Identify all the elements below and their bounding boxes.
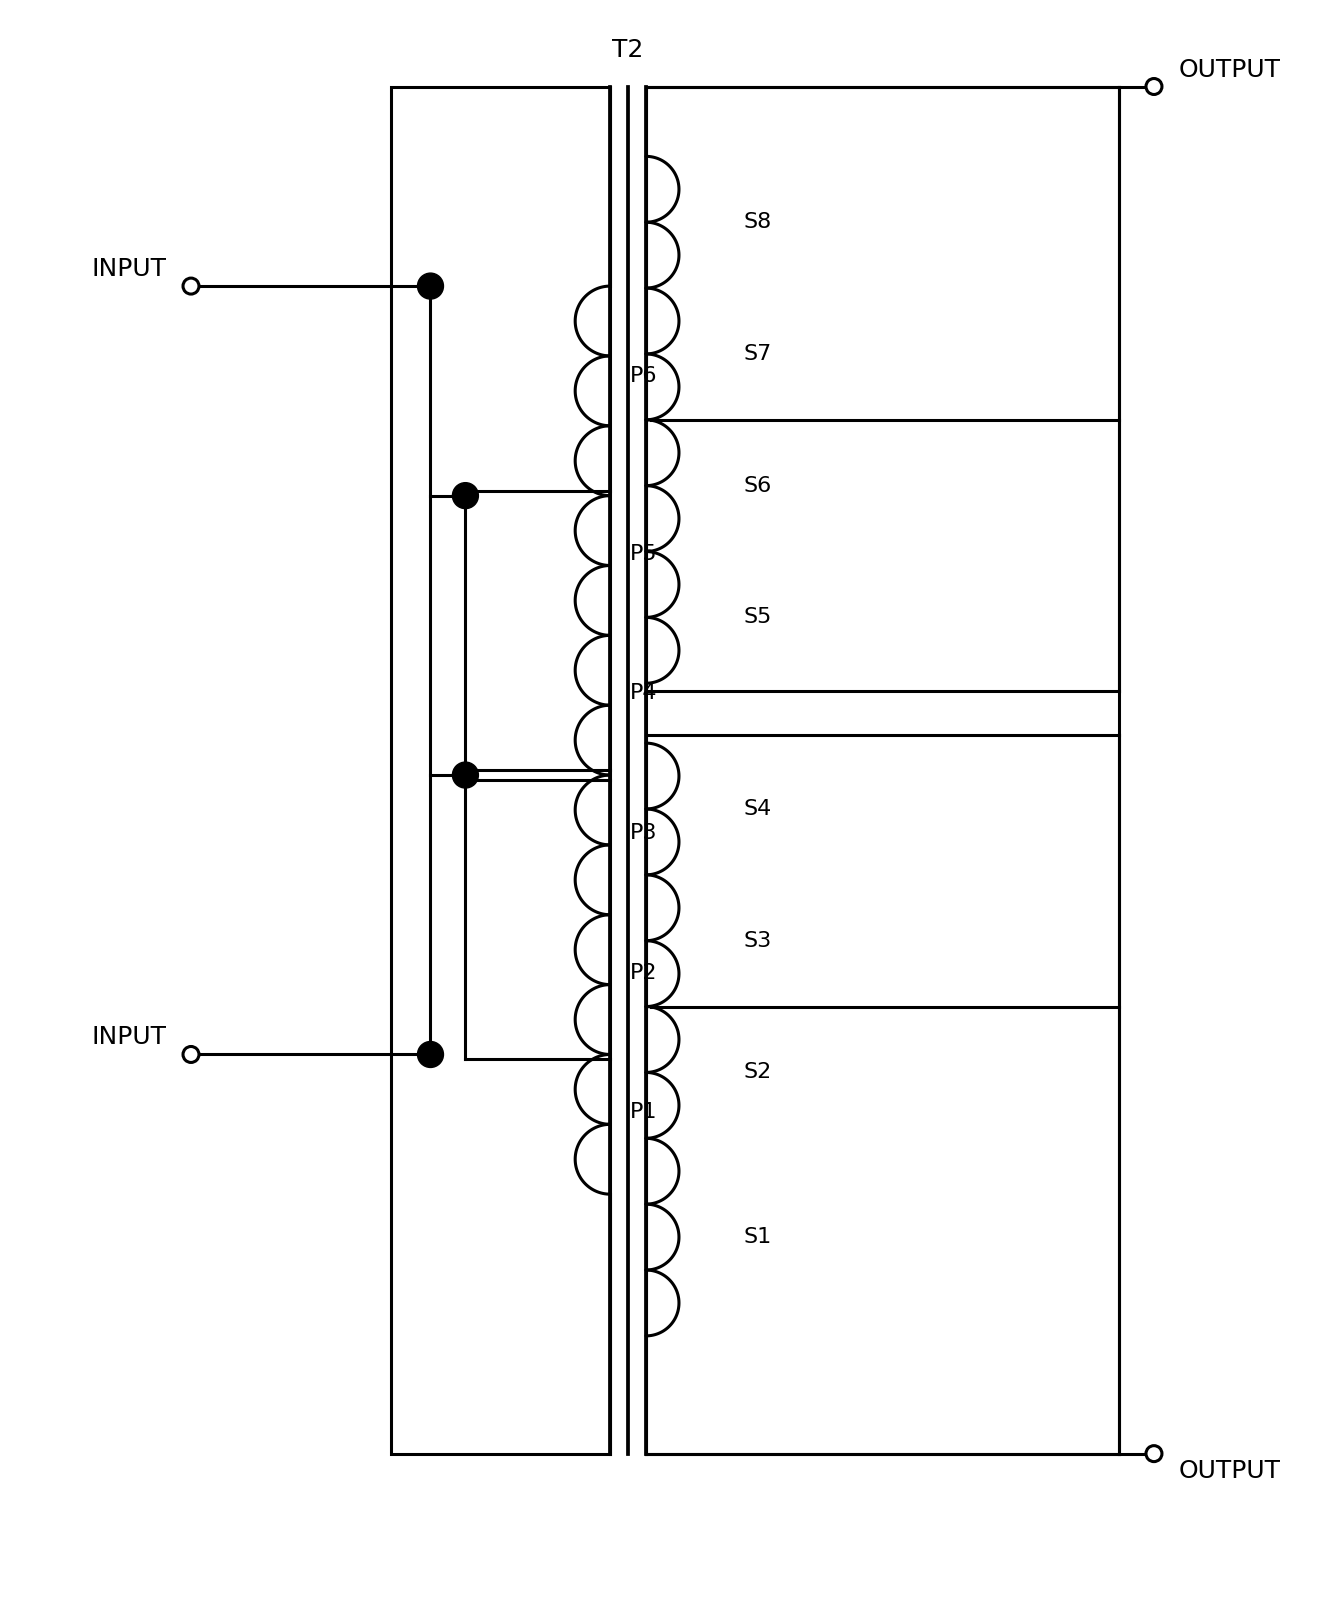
- Text: INPUT: INPUT: [92, 1026, 166, 1050]
- Text: OUTPUT: OUTPUT: [1178, 1459, 1281, 1483]
- Circle shape: [418, 1042, 443, 1067]
- Text: P2: P2: [630, 963, 658, 982]
- Text: P1: P1: [630, 1103, 658, 1122]
- Text: S8: S8: [744, 212, 772, 233]
- Text: S2: S2: [744, 1063, 772, 1082]
- Text: S7: S7: [744, 343, 772, 364]
- Circle shape: [453, 762, 479, 788]
- Text: P5: P5: [630, 544, 658, 563]
- Text: P6: P6: [630, 366, 658, 385]
- Text: S1: S1: [744, 1228, 772, 1247]
- Text: P4: P4: [630, 684, 658, 703]
- Circle shape: [418, 273, 443, 299]
- Circle shape: [1147, 79, 1162, 95]
- Text: S5: S5: [744, 607, 772, 628]
- Text: T2: T2: [612, 37, 644, 61]
- Circle shape: [1147, 1446, 1162, 1462]
- Circle shape: [453, 483, 479, 509]
- Circle shape: [183, 1046, 199, 1063]
- Text: P3: P3: [630, 823, 658, 843]
- Text: INPUT: INPUT: [92, 257, 166, 281]
- Circle shape: [183, 278, 199, 294]
- Text: S6: S6: [744, 475, 772, 496]
- Text: OUTPUT: OUTPUT: [1178, 58, 1281, 82]
- Text: S4: S4: [744, 799, 772, 819]
- Text: S3: S3: [744, 931, 772, 950]
